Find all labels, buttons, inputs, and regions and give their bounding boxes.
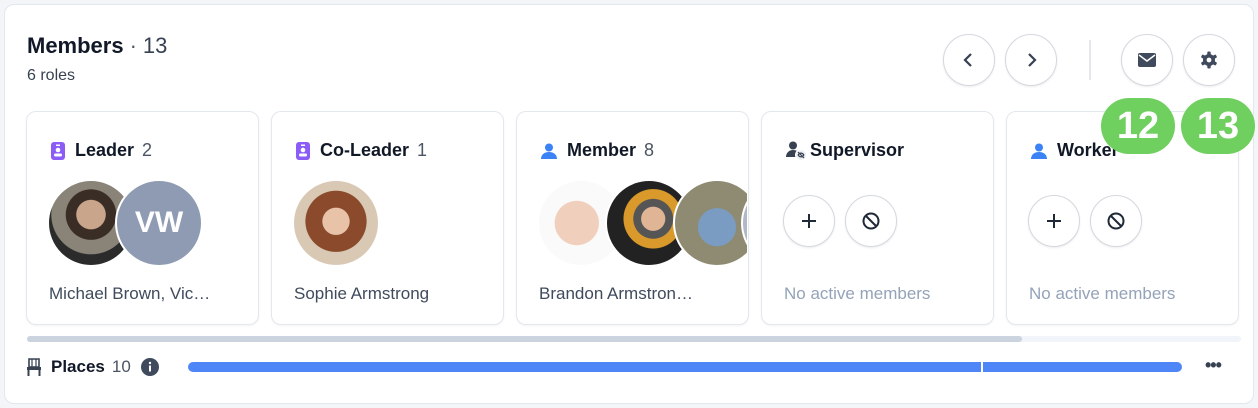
user-icon bbox=[1031, 143, 1047, 159]
role-card-member[interactable]: Member 8 Brandon Armstron… bbox=[516, 111, 749, 325]
role-name: Leader bbox=[75, 140, 135, 160]
disable-role-button[interactable] bbox=[845, 195, 897, 247]
role-card-leader[interactable]: Leader 2 VW Michael Brown, Vic… bbox=[26, 111, 259, 325]
ban-icon bbox=[862, 212, 880, 230]
no-members-text: No active members bbox=[1029, 284, 1176, 303]
add-member-button[interactable] bbox=[783, 195, 835, 247]
role-name: Worker bbox=[1057, 140, 1119, 160]
role-name: Supervisor bbox=[810, 140, 905, 160]
scrollbar-thumb[interactable] bbox=[27, 336, 1023, 342]
chevron-right-icon bbox=[1028, 53, 1037, 67]
places-row: Places 10 bbox=[27, 357, 159, 377]
add-member-button[interactable] bbox=[1028, 195, 1080, 247]
member-names: Sophie Armstrong bbox=[294, 284, 430, 303]
no-members-text: No active members bbox=[784, 284, 931, 303]
avatar[interactable] bbox=[292, 179, 380, 267]
places-count: 10 bbox=[111, 357, 131, 376]
horizontal-scrollbar[interactable] bbox=[27, 336, 1241, 342]
members-panel: Members · 13 6 roles Leader 2 VW Michael Br… bbox=[4, 4, 1255, 404]
prev-button[interactable] bbox=[943, 34, 995, 86]
role-count: 8 bbox=[644, 140, 655, 160]
member-names: Michael Brown, Vic… bbox=[49, 284, 211, 303]
role-card-supervisor[interactable]: Supervisor No active members bbox=[761, 111, 994, 325]
places-bar-segment bbox=[188, 362, 982, 372]
more-options-icon[interactable]: ••• bbox=[1205, 355, 1222, 375]
id-badge-icon bbox=[296, 141, 310, 160]
member-names: Brandon Armstron… bbox=[539, 284, 694, 303]
role-name: Co-Leader bbox=[320, 140, 410, 160]
envelope-icon bbox=[1138, 53, 1156, 67]
member-count: 13 bbox=[142, 33, 168, 58]
places-label: Places bbox=[51, 357, 105, 376]
gear-icon bbox=[1201, 51, 1217, 69]
divider bbox=[1089, 40, 1091, 80]
plus-icon bbox=[1047, 214, 1061, 228]
role-card-co-leader[interactable]: Co-Leader 1 Sophie Armstrong bbox=[271, 111, 504, 325]
settings-button[interactable] bbox=[1183, 34, 1235, 86]
email-button[interactable] bbox=[1121, 34, 1173, 86]
role-count: 1 bbox=[417, 140, 428, 160]
places-bar-segment bbox=[983, 362, 1182, 372]
chair-icon bbox=[27, 358, 41, 376]
avatar[interactable] bbox=[673, 179, 747, 267]
title-text: Members bbox=[27, 33, 124, 58]
page-title: Members · 13 bbox=[27, 33, 167, 59]
role-name: Member bbox=[567, 140, 637, 160]
user-icon bbox=[541, 143, 557, 159]
separator: · bbox=[129, 33, 137, 58]
ban-icon bbox=[1107, 212, 1125, 230]
annotation-badge: 12 bbox=[1101, 98, 1175, 154]
user-hidden-icon bbox=[786, 141, 807, 161]
annotation-badge: 13 bbox=[1181, 98, 1255, 154]
places-progress-bar bbox=[188, 362, 1182, 372]
next-button[interactable] bbox=[1005, 34, 1057, 86]
id-badge-icon bbox=[51, 141, 65, 160]
disable-role-button[interactable] bbox=[1090, 195, 1142, 247]
role-count: 2 bbox=[142, 140, 153, 160]
avatar-initials[interactable]: VW bbox=[115, 179, 203, 267]
chevron-left-icon bbox=[963, 53, 972, 67]
plus-icon bbox=[802, 214, 816, 228]
roles-count: 6 roles bbox=[27, 67, 76, 84]
info-icon[interactable] bbox=[140, 358, 159, 376]
